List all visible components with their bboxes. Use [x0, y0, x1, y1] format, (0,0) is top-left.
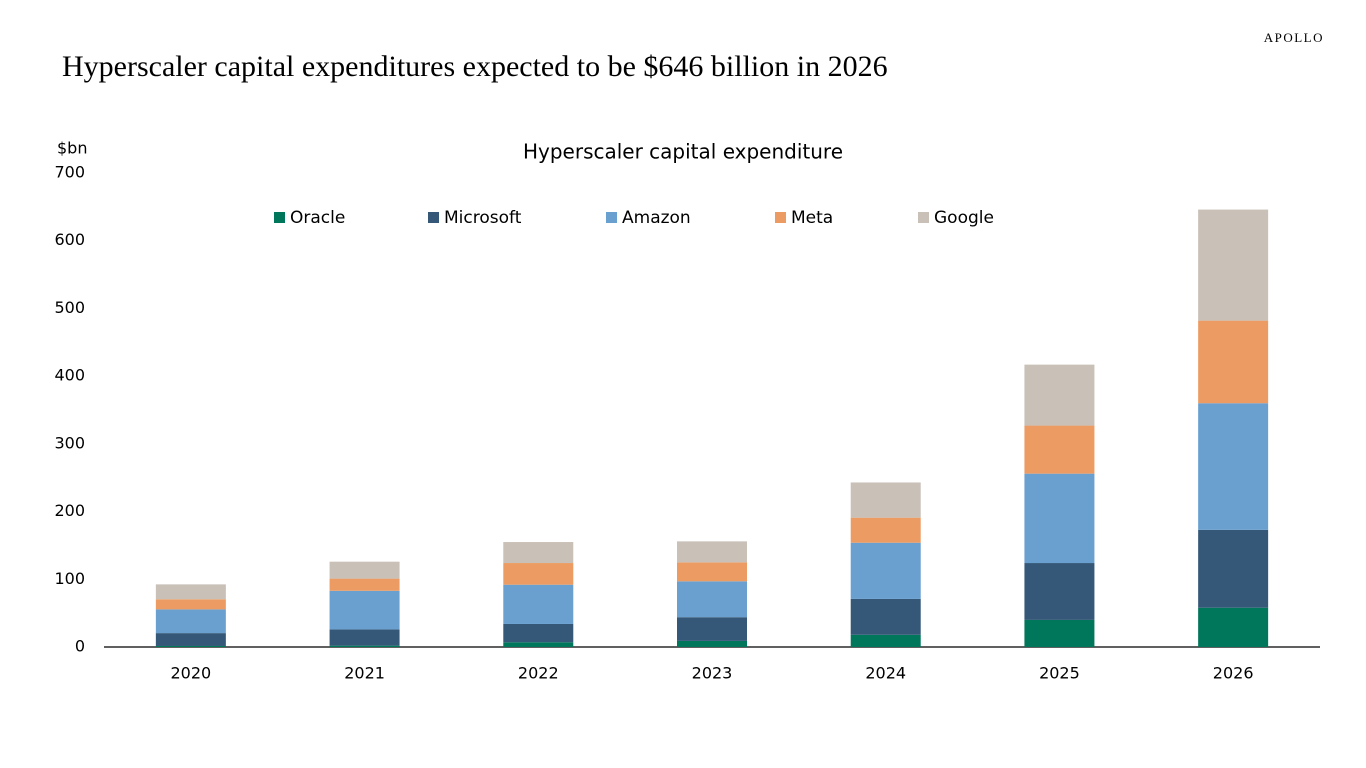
bar-segment [677, 581, 747, 618]
bar-segment [677, 617, 747, 641]
bar-segment [677, 562, 747, 582]
bar-segment [850, 482, 921, 518]
legend-label: Oracle [290, 208, 345, 228]
bar-segment [850, 517, 921, 543]
x-tick-label: 2020 [170, 664, 211, 683]
x-tick-label: 2026 [1213, 664, 1254, 683]
bar-segment [1198, 209, 1269, 321]
bar-segment [850, 598, 921, 635]
bar-segment [503, 584, 574, 624]
bar-segment [329, 561, 400, 579]
legend-swatch [918, 212, 929, 223]
chart-title: Hyperscaler capital expenditure [523, 140, 843, 164]
legend-swatch [606, 212, 617, 223]
x-tick-label: 2021 [344, 664, 385, 683]
legend-swatch [428, 212, 439, 223]
bar-segment [155, 633, 226, 646]
brand: APOLLO [1264, 30, 1324, 45]
bar-segment [155, 584, 226, 600]
y-tick-label: 200 [54, 501, 85, 520]
bar-segment [329, 590, 400, 630]
headline: Hyperscaler capital expenditures expecte… [62, 50, 888, 83]
bar-segment [677, 640, 747, 647]
x-tick-label: 2025 [1039, 664, 1080, 683]
bar-segment [1198, 403, 1269, 530]
bar-segment [155, 609, 226, 634]
bar-segment [1024, 563, 1095, 620]
bar-segment [1024, 364, 1095, 426]
y-tick-label: 100 [54, 569, 85, 588]
bar-segment [1024, 619, 1095, 647]
y-tick-label: 700 [54, 163, 85, 182]
legend-label: Google [934, 208, 994, 228]
bar-segment [1198, 529, 1269, 608]
legend-label: Microsoft [444, 208, 522, 228]
legend-swatch [274, 212, 285, 223]
bar-segment [850, 634, 921, 647]
legend-label: Amazon [622, 208, 691, 228]
bar-segment [503, 563, 574, 585]
bar-segment [503, 642, 574, 647]
y-tick-label: 0 [75, 637, 85, 656]
bar-segment [850, 542, 921, 599]
bar-segment [1024, 473, 1095, 564]
bar-segment [329, 645, 400, 647]
y-tick-label: 600 [54, 230, 85, 249]
bar-segment [503, 623, 574, 643]
bar-segment [1024, 425, 1095, 474]
bar-segment [1198, 320, 1269, 404]
y-axis-label: $bn [57, 139, 87, 158]
y-tick-label: 400 [54, 366, 85, 385]
bar-segment [155, 645, 226, 647]
bar-segment [677, 541, 747, 563]
x-tick-label: 2023 [692, 664, 733, 683]
bar-segment [503, 542, 574, 564]
y-tick-label: 300 [54, 433, 85, 452]
bar-segment [1198, 607, 1269, 647]
legend-swatch [775, 212, 786, 223]
legend-label: Meta [791, 208, 833, 228]
y-tick-label: 500 [54, 298, 85, 317]
bar-segment [155, 599, 226, 610]
x-tick-label: 2024 [865, 664, 906, 683]
bar-segment [329, 578, 400, 591]
bar-segment [329, 629, 400, 646]
x-tick-label: 2022 [518, 664, 559, 683]
